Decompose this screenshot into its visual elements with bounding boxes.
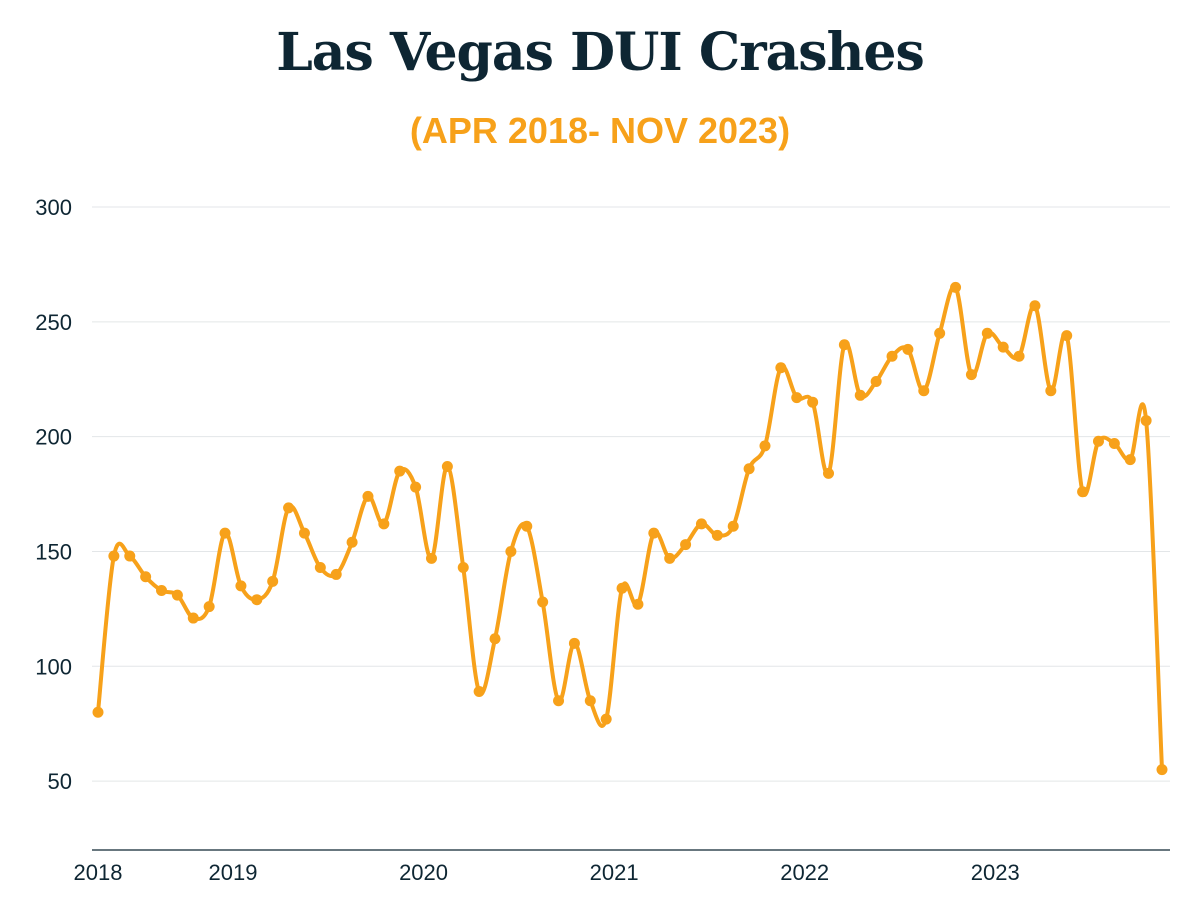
data-point[interactable]: [314, 562, 326, 574]
data-point[interactable]: [171, 589, 183, 601]
data-point[interactable]: [92, 706, 104, 718]
data-point[interactable]: [124, 550, 136, 562]
data-point[interactable]: [886, 350, 898, 362]
data-point[interactable]: [648, 527, 660, 539]
data-point[interactable]: [791, 392, 803, 404]
data-point[interactable]: [807, 396, 819, 408]
data-point[interactable]: [457, 562, 469, 574]
data-point[interactable]: [441, 460, 453, 472]
data-point[interactable]: [505, 545, 517, 557]
y-tick-label: 50: [48, 769, 72, 794]
data-point[interactable]: [695, 518, 707, 530]
data-point[interactable]: [743, 463, 755, 475]
data-point[interactable]: [838, 339, 850, 351]
x-tick-label: 2023: [971, 860, 1020, 885]
data-point[interactable]: [553, 695, 565, 707]
data-point[interactable]: [140, 571, 152, 583]
data-point[interactable]: [1156, 764, 1168, 776]
data-points: [92, 281, 1168, 776]
data-point[interactable]: [584, 695, 596, 707]
data-point[interactable]: [489, 633, 501, 645]
data-point[interactable]: [346, 536, 358, 548]
x-tick-label: 2020: [399, 860, 448, 885]
data-point[interactable]: [727, 520, 739, 532]
x-tick-label: 2019: [209, 860, 258, 885]
data-point[interactable]: [330, 568, 342, 580]
data-point[interactable]: [997, 341, 1009, 353]
data-point[interactable]: [235, 580, 247, 592]
data-point[interactable]: [1108, 438, 1120, 450]
data-point[interactable]: [616, 582, 628, 594]
data-point[interactable]: [203, 601, 215, 613]
data-point[interactable]: [759, 440, 771, 452]
y-tick-label: 100: [35, 654, 72, 679]
data-point[interactable]: [108, 550, 120, 562]
data-point[interactable]: [1077, 486, 1089, 498]
data-point[interactable]: [711, 529, 723, 541]
data-point[interactable]: [362, 490, 374, 502]
gridlines: [92, 206, 1170, 782]
y-tick-label: 150: [35, 539, 72, 564]
data-point[interactable]: [187, 612, 199, 624]
data-point[interactable]: [934, 327, 946, 339]
data-point[interactable]: [902, 343, 914, 355]
data-point[interactable]: [394, 465, 406, 477]
axes: 50 100 150 200 250 300 2018 2019 2020 2021 2022 202…: [35, 195, 1170, 885]
data-point[interactable]: [298, 527, 310, 539]
data-point[interactable]: [680, 539, 692, 551]
x-tick-label: 2018: [74, 860, 123, 885]
data-point[interactable]: [1045, 385, 1057, 397]
data-point[interactable]: [870, 376, 882, 388]
data-point[interactable]: [1140, 415, 1152, 427]
data-point[interactable]: [1029, 300, 1041, 312]
data-point[interactable]: [156, 585, 168, 597]
data-point[interactable]: [965, 369, 977, 381]
data-point[interactable]: [600, 713, 612, 725]
data-point[interactable]: [775, 362, 787, 374]
y-tick-label: 300: [35, 195, 72, 220]
data-point[interactable]: [918, 385, 930, 397]
data-point[interactable]: [219, 527, 231, 539]
series-layer: [96, 284, 1164, 770]
data-point[interactable]: [664, 552, 676, 564]
data-point[interactable]: [267, 575, 279, 587]
data-point[interactable]: [632, 598, 644, 610]
data-point[interactable]: [1124, 454, 1136, 466]
chart-subtitle: (APR 2018- NOV 2023): [409, 110, 791, 151]
chart-title: Las Vegas DUI Crashes: [276, 22, 925, 83]
data-point[interactable]: [1092, 435, 1104, 447]
data-point[interactable]: [537, 596, 549, 608]
data-point[interactable]: [425, 552, 437, 564]
data-point[interactable]: [568, 637, 580, 649]
data-point[interactable]: [950, 281, 962, 293]
data-point[interactable]: [981, 327, 993, 339]
data-point[interactable]: [1061, 330, 1073, 342]
data-point[interactable]: [854, 389, 866, 401]
data-point[interactable]: [410, 481, 422, 493]
data-point[interactable]: [251, 594, 263, 606]
data-point[interactable]: [521, 520, 533, 532]
data-point[interactable]: [823, 467, 835, 479]
data-point[interactable]: [473, 686, 485, 698]
x-tick-label: 2021: [590, 860, 639, 885]
y-tick-label: 200: [35, 425, 72, 450]
data-point[interactable]: [283, 502, 295, 514]
y-tick-label: 250: [35, 310, 72, 335]
series-line: [96, 284, 1164, 770]
data-point[interactable]: [1013, 350, 1025, 362]
x-tick-label: 2022: [780, 860, 829, 885]
data-point[interactable]: [378, 518, 390, 530]
